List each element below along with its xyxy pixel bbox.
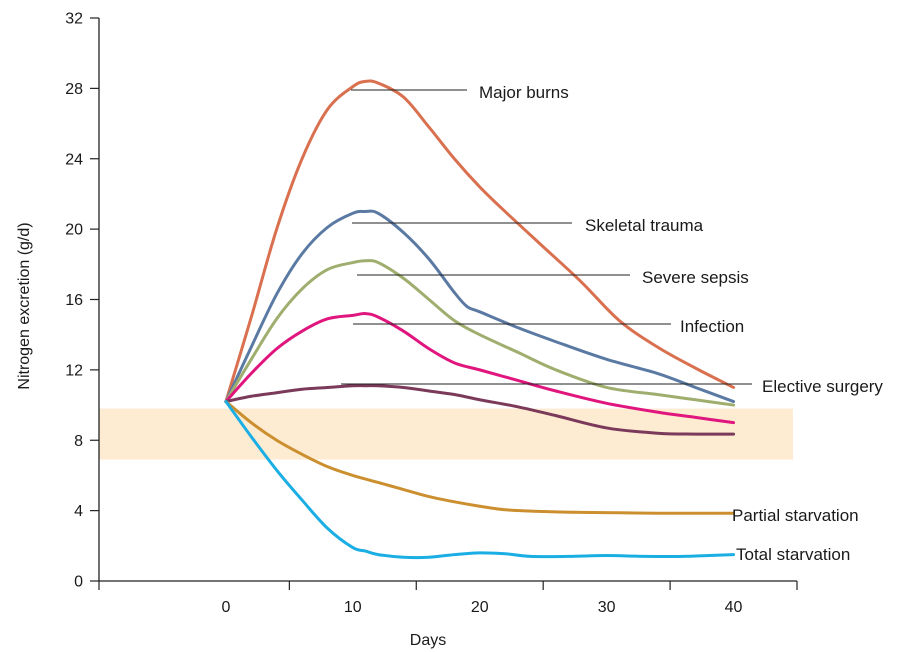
- x-tick-label: 10: [344, 599, 362, 616]
- series-label-severe-sepsis: Severe sepsis: [642, 268, 749, 287]
- series-label-skeletal-trauma: Skeletal trauma: [585, 216, 704, 235]
- y-tick-label: 0: [74, 574, 83, 591]
- y-tick-label: 32: [65, 11, 83, 28]
- y-tick-label: 20: [65, 222, 83, 239]
- x-tick-label: 20: [471, 599, 489, 616]
- y-tick-label: 4: [74, 503, 83, 520]
- y-tick-label: 16: [65, 292, 83, 309]
- series-label-total-starvation: Total starvation: [736, 545, 850, 564]
- x-tick-label: 0: [221, 599, 230, 616]
- series-line-infection: [224, 312, 736, 425]
- y-tick-label: 28: [65, 81, 83, 98]
- series-line-skeletal-trauma: [224, 209, 736, 404]
- series-label-partial-starvation: Partial starvation: [732, 506, 859, 525]
- series-line-severe-sepsis: [224, 259, 736, 407]
- series-line-major-burns: [224, 79, 736, 404]
- x-axis-title: Days: [410, 632, 446, 649]
- y-tick-label: 24: [65, 151, 83, 168]
- series-label-infection: Infection: [680, 317, 744, 336]
- y-tick-label: 8: [74, 433, 83, 450]
- series-label-major-burns: Major burns: [479, 83, 569, 102]
- y-tick-label: 12: [65, 362, 83, 379]
- series-labels: Major burns Skeletal trauma Severe sepsis I…: [479, 83, 883, 564]
- y-axis-title: Nitrogen excretion (g/d): [16, 222, 33, 389]
- annotation-leaders: [341, 89, 752, 385]
- series-line-total-starvation: [224, 400, 736, 560]
- x-axis-ticks: 0 10 20 30 40: [98, 581, 798, 616]
- series-layer: [224, 79, 736, 560]
- y-axis-ticks: 0 4 8 12 16 20 24 28 32: [65, 11, 99, 591]
- series-line-elective-surgery: [224, 384, 736, 436]
- series-label-elective-surgery: Elective surgery: [762, 377, 883, 396]
- series-line-partial-starvation: [224, 400, 736, 515]
- x-tick-label: 40: [725, 599, 743, 616]
- x-tick-label: 30: [598, 599, 616, 616]
